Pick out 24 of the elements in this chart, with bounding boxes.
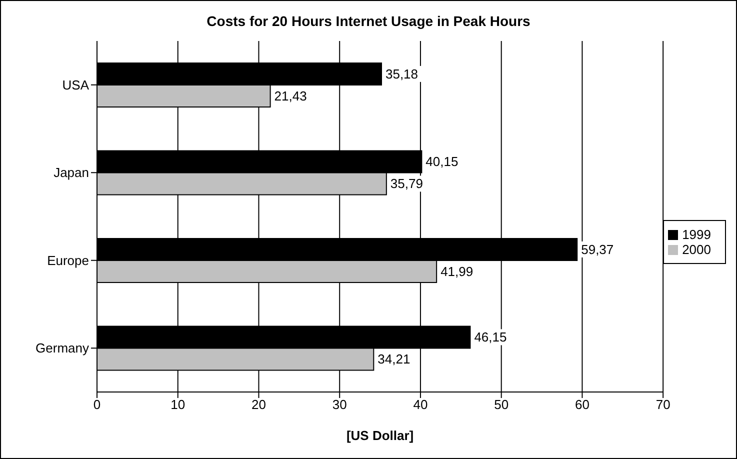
data-label: 46,15 bbox=[474, 330, 507, 345]
data-label: 35,79 bbox=[390, 176, 423, 192]
legend-label: 1999 bbox=[682, 226, 711, 242]
x-tick-label: 60 bbox=[574, 397, 590, 412]
x-tick-label: 0 bbox=[93, 397, 101, 412]
data-label: 41,99 bbox=[440, 264, 474, 279]
y-tick-label: Japan bbox=[54, 165, 89, 180]
x-tick-label: 30 bbox=[332, 397, 347, 412]
x-tick-label: 50 bbox=[494, 397, 509, 412]
data-label: 34,21 bbox=[378, 352, 410, 367]
data-label: 35,18 bbox=[385, 66, 418, 82]
y-tick-label: Europe bbox=[47, 252, 89, 268]
data-label: 40,15 bbox=[426, 154, 458, 170]
legend-label: 2000 bbox=[682, 242, 711, 256]
x-tick-label: 70 bbox=[656, 397, 670, 412]
x-tick-label: 40 bbox=[413, 397, 428, 412]
y-tick-label: USA bbox=[62, 77, 90, 92]
data-label: 21,43 bbox=[274, 88, 307, 104]
x-tick-label: 20 bbox=[252, 397, 266, 412]
chart-title: Costs for 20 Hours Internet Usage in Peak Hours bbox=[206, 13, 532, 29]
x-tick-label: 10 bbox=[170, 397, 186, 412]
x-axis-title: [US Dollar] bbox=[346, 428, 414, 443]
y-tick-label: Germany bbox=[36, 340, 90, 356]
data-label: 59,37 bbox=[581, 242, 614, 257]
